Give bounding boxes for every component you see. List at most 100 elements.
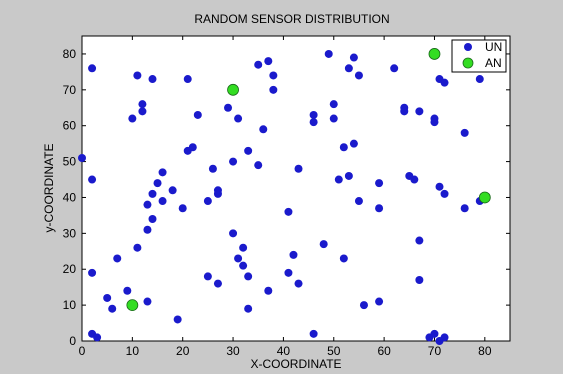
un-sensor-point <box>123 286 132 295</box>
y-tick-label: 0 <box>69 334 76 348</box>
un-sensor-point <box>244 304 253 313</box>
un-sensor-point <box>229 229 238 238</box>
chart-title: RANDOM SENSOR DISTRIBUTION <box>194 12 389 26</box>
un-sensor-point <box>234 254 243 263</box>
un-sensor-point <box>284 207 293 216</box>
un-sensor-point <box>148 215 157 223</box>
un-sensor-point <box>224 103 233 112</box>
un-sensor-point <box>344 171 353 180</box>
x-tick-label: 20 <box>176 344 190 358</box>
un-sensor-point <box>88 268 97 277</box>
an-sensor-point <box>478 191 491 204</box>
un-sensor-point <box>344 64 353 73</box>
un-sensor-point <box>183 146 192 155</box>
un-sensor-point <box>269 71 278 80</box>
un-sensor-point <box>334 175 343 184</box>
un-sensor-point <box>354 197 363 206</box>
un-sensor-point <box>113 254 122 263</box>
un-sensor-point <box>435 182 444 191</box>
un-sensor-point <box>329 114 338 123</box>
un-sensor-point <box>158 168 167 177</box>
un-sensor-point <box>415 276 424 284</box>
un-sensor-point <box>289 250 298 259</box>
x-tick-label: 70 <box>428 344 442 358</box>
legend-marker-un <box>464 43 472 51</box>
un-sensor-point <box>239 243 248 252</box>
legend-label-un: UN <box>485 40 502 54</box>
un-sensor-point <box>128 114 137 123</box>
un-sensor-point <box>324 49 333 58</box>
legend-marker-an <box>462 57 474 69</box>
un-sensor-point <box>108 304 117 313</box>
un-sensor-point <box>440 78 449 87</box>
un-sensor-point <box>430 329 439 338</box>
un-sensor-point <box>354 71 363 80</box>
un-sensor-point <box>254 60 263 69</box>
un-sensor-point <box>138 107 147 116</box>
y-tick-label: 70 <box>63 83 77 97</box>
un-sensor-point <box>203 197 212 206</box>
un-sensor-point <box>339 143 348 152</box>
un-sensor-point <box>254 161 263 170</box>
x-tick-label: 30 <box>226 344 240 358</box>
un-sensor-point <box>203 272 212 281</box>
y-tick-label: 30 <box>63 226 77 240</box>
y-tick-label: 80 <box>63 47 77 61</box>
y-tick-label: 40 <box>63 190 77 204</box>
un-sensor-point <box>168 186 177 195</box>
un-sensor-point <box>143 200 152 209</box>
an-sensor-point <box>227 83 239 96</box>
un-sensor-point <box>329 100 338 109</box>
un-sensor-point <box>415 236 424 245</box>
un-sensor-point <box>234 114 243 123</box>
un-sensor-point <box>319 240 328 249</box>
un-sensor-point <box>264 286 273 295</box>
legend: UN AN <box>451 39 507 73</box>
un-sensor-point <box>375 179 384 188</box>
y-tick-label: 50 <box>63 155 77 169</box>
un-sensor-point <box>375 204 384 213</box>
x-tick-label: 80 <box>478 344 492 358</box>
un-sensor-point <box>410 175 419 184</box>
un-sensor-point <box>440 333 449 342</box>
un-sensor-point <box>213 279 222 288</box>
un-sensor-point <box>400 107 409 116</box>
y-tick-label: 10 <box>63 298 77 312</box>
un-sensor-point <box>178 204 187 213</box>
legend-box <box>451 39 507 73</box>
un-sensor-point <box>213 189 222 198</box>
un-sensor-point <box>229 157 238 166</box>
un-sensor-point <box>148 75 157 84</box>
un-sensor-point <box>309 118 318 127</box>
un-sensor-point <box>173 315 182 324</box>
un-sensor-point <box>309 110 318 119</box>
un-sensor-point <box>133 71 142 80</box>
un-sensor-point <box>294 279 303 288</box>
un-sensor-point <box>475 75 484 84</box>
data-points <box>78 48 491 345</box>
un-sensor-point <box>269 85 278 94</box>
un-sensor-point <box>359 301 368 310</box>
legend-label-an: AN <box>485 56 502 70</box>
un-sensor-point <box>339 254 348 263</box>
un-sensor-point <box>284 268 293 277</box>
un-sensor-point <box>349 53 358 62</box>
x-axis-label: X-COORDINATE <box>250 357 341 371</box>
x-tick-label: 60 <box>377 344 391 358</box>
un-sensor-point <box>208 164 217 173</box>
un-sensor-point <box>148 189 157 198</box>
un-sensor-point <box>460 128 469 137</box>
un-sensor-point <box>183 75 192 84</box>
un-sensor-point <box>460 204 469 213</box>
un-sensor-point <box>440 189 449 198</box>
axis-ticks: 0 10 20 30 40 50 60 70 80 0 10 20 30 40 50 60 70 80 <box>63 36 510 358</box>
un-sensor-point <box>309 329 318 338</box>
un-sensor-point <box>143 225 152 234</box>
un-sensor-point <box>390 64 399 73</box>
un-sensor-point <box>88 64 97 73</box>
un-sensor-point <box>264 57 273 66</box>
un-sensor-point <box>430 118 439 127</box>
un-sensor-point <box>244 146 253 155</box>
un-sensor-point <box>239 261 248 270</box>
